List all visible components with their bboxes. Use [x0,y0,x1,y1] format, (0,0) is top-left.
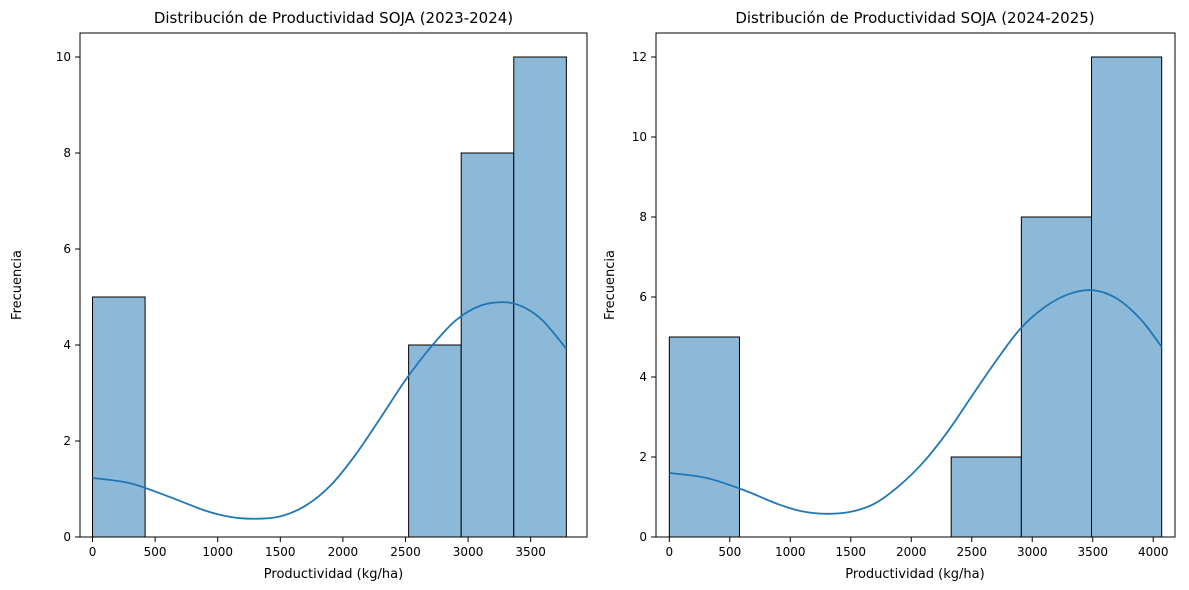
kde-curve [92,301,568,520]
x-tick-label: 1500 [265,545,296,559]
y-tick-label: 2 [63,434,71,448]
y-tick-label: 0 [63,530,71,544]
histogram-bar-3 [1091,56,1163,538]
histogram-bar-2 [1020,216,1093,538]
y-tick-label: 2 [639,450,647,464]
x-axis-label: Productividad (kg/ha) [264,567,403,582]
x-tick-label: 3500 [1077,545,1108,559]
x-tick-label: 0 [665,545,673,559]
x-tick-label: 1000 [775,545,806,559]
histogram-chart-2023-2024: Distribución de Productividad SOJA (2023… [10,9,588,582]
y-tick-label: 10 [632,130,647,144]
kde-curve [669,289,1163,515]
x-tick-label: 2000 [328,545,359,559]
histogram-bar-2 [460,152,515,538]
x-tick-label: 500 [718,545,741,559]
chart-title: Distribución de Productividad SOJA (2023… [154,9,513,27]
y-tick-label: 12 [632,50,647,64]
x-tick-label: 500 [144,545,167,559]
x-tick-label: 2500 [390,545,421,559]
y-tick-label: 6 [63,242,71,256]
histogram-bar-1 [950,456,1022,538]
x-axis-label: Productividad (kg/ha) [845,567,984,582]
x-tick-label: 1500 [836,545,867,559]
y-tick-label: 8 [63,146,71,160]
x-tick-label: 2500 [956,545,987,559]
histogram-bar-0 [668,336,740,538]
y-axis-label: Frecuencia [10,250,25,320]
histogram-bar-3 [513,56,567,538]
y-tick-label: 10 [56,50,71,64]
y-axis-label: Frecuencia [603,250,618,320]
x-tick-label: 3000 [1017,545,1048,559]
histogram-bar-1 [408,344,462,538]
histogram-chart-2024-2025: Distribución de Productividad SOJA (2024… [603,9,1176,582]
x-tick-label: 3500 [515,545,546,559]
y-tick-label: 4 [63,338,71,352]
histogram-bar-0 [92,296,146,538]
y-tick-label: 8 [639,210,647,224]
axes-frame [655,32,1176,538]
y-tick-label: 0 [639,530,647,544]
x-tick-label: 3000 [453,545,484,559]
chart-title: Distribución de Productividad SOJA (2024… [735,9,1094,27]
x-tick-label: 0 [89,545,97,559]
y-tick-label: 6 [639,290,647,304]
y-tick-label: 4 [639,370,647,384]
x-tick-label: 2000 [896,545,927,559]
x-tick-label: 4000 [1138,545,1169,559]
axes-frame [79,32,588,538]
x-tick-label: 1000 [202,545,233,559]
